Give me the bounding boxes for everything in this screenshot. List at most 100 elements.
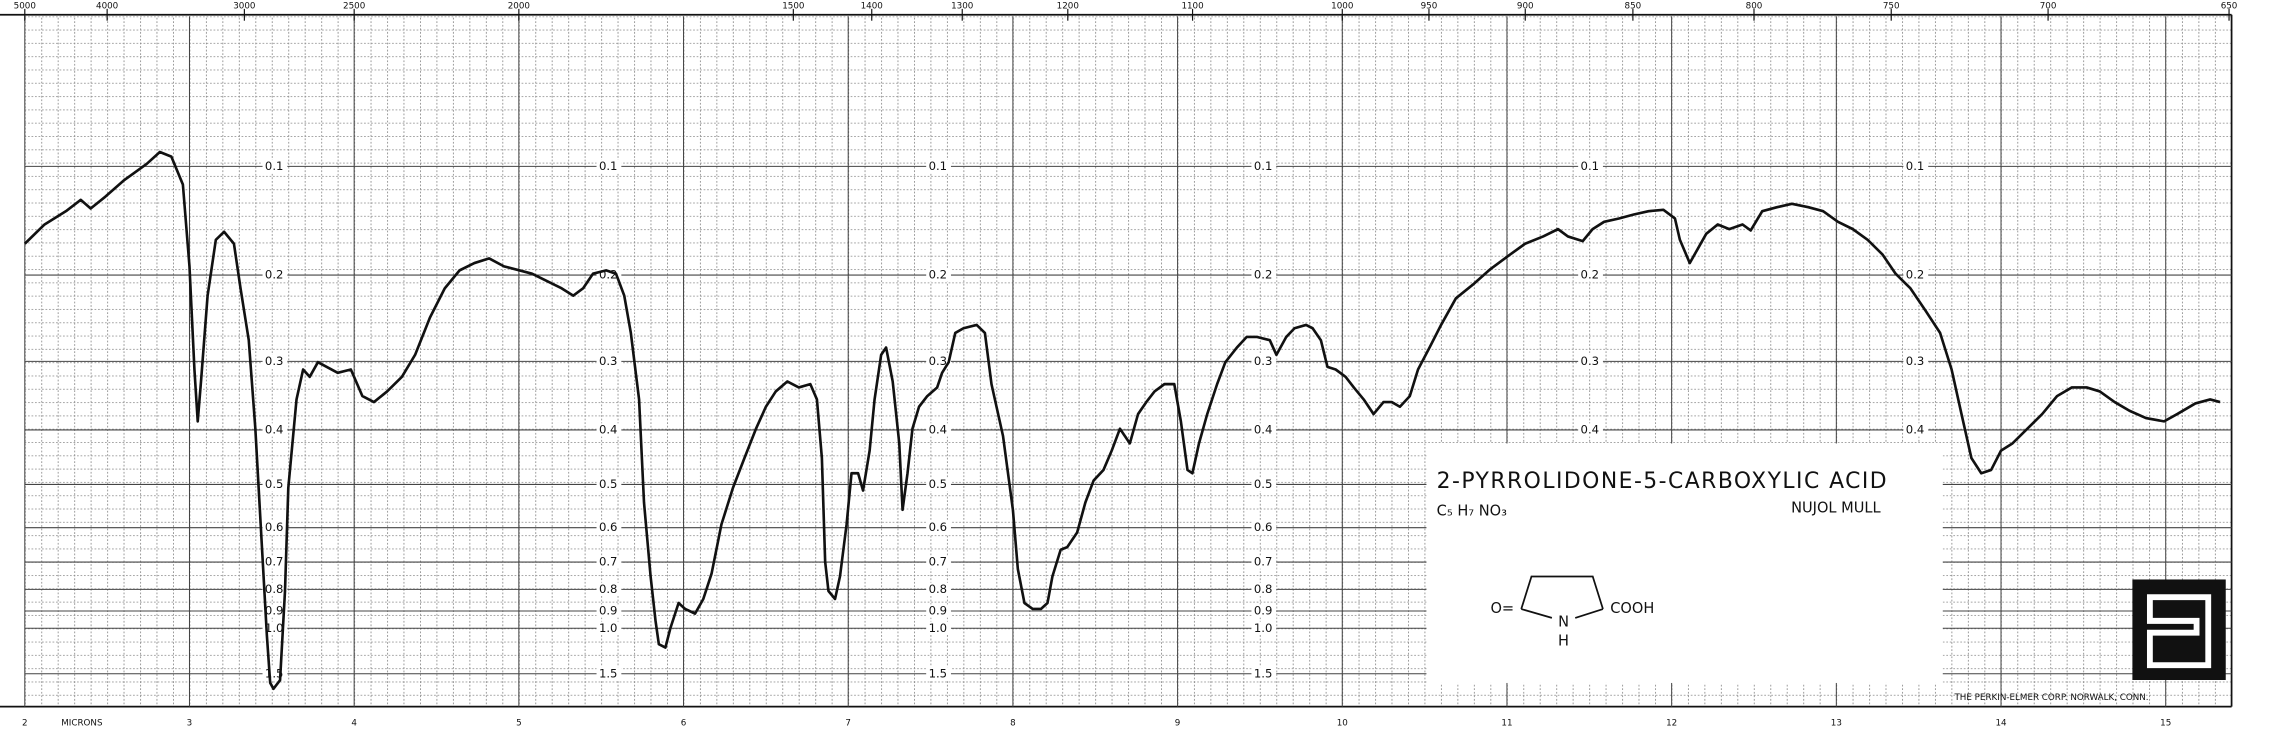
y2-tick-label: 0.8 [929,582,948,596]
y2-label-bg [262,521,288,535]
y2-tick-label: 0.1 [929,159,948,173]
y2-label-bg [262,555,288,569]
y2-tick-label: 1.0 [929,621,948,635]
x2-tick-label: 5000 [14,1,37,11]
y2-label-bg [262,159,288,174]
y2-tick-label: 0.4 [599,422,618,436]
y2-tick-label: 0.7 [1254,555,1273,569]
structure-hydrogen: H [1558,633,1569,650]
y2-tick-label: 0.5 [929,477,948,491]
y2-label-bg [926,268,951,282]
x2-tick-label: 850 [1625,1,1642,11]
y2-label-bg [926,354,951,369]
x2-tick-label: 900 [1517,1,1534,11]
y2-tick-label: 1.5 [1254,666,1273,680]
x-tick-label: 5 [516,718,522,728]
y2-tick-label: 0.3 [1906,354,1925,368]
y2-label-bg [596,354,622,369]
y2-label-bg [1578,423,1603,437]
x2-tick-label: 750 [1883,1,1900,11]
x2-tick-label: 1300 [951,1,974,11]
y2-tick-label: 0.2 [1581,268,1600,282]
y2-tick-label: 0.7 [599,555,618,569]
y2-tick-label: 1.0 [1254,621,1273,635]
y2-label-bg [926,423,951,437]
x-tick-label: 12 [1666,718,1677,728]
y2-tick-label: 0.9 [599,603,618,617]
y2-tick-label: 0.9 [265,603,284,617]
y2-label-bg [1251,159,1277,174]
y2-label-bg [1251,521,1277,535]
x2-tick-label: 1000 [1331,1,1354,11]
x-tick-label: 11 [1501,718,1512,728]
y2-label-bg [1903,354,1929,369]
y2-tick-label: 0.3 [1254,354,1273,368]
y2-label-bg [1251,423,1277,437]
y2-label-bg [596,604,622,618]
y2-label-bg [1578,159,1603,174]
x-tick-label: 4 [351,718,357,728]
y2-label-bg [596,477,622,492]
y2-label-bg [926,667,951,681]
y2-label-bg [262,477,288,492]
x-tick-label: 6 [681,718,687,728]
x2-tick-label: 1100 [1181,1,1204,11]
x-tick-label: 13 [1831,718,1842,728]
x2-tick-label: 2000 [508,1,531,11]
x-tick-label: 10 [1337,718,1349,728]
y2-tick-label: 1.5 [599,666,618,680]
logo [2132,579,2226,680]
x-tick-label: 2 [22,718,28,728]
x2-tick-label: 700 [2040,1,2057,11]
y2-tick-label: 1.0 [599,621,618,635]
y2-label-bg [596,667,622,681]
spectrum-line [23,150,2221,691]
x-tick-label: 14 [1995,718,2007,728]
y2-label-bg [596,621,622,635]
y2-tick-label: 0.8 [265,582,284,596]
y2-tick-label: 0.5 [265,477,284,491]
label-box-bg [1426,443,1943,683]
x2-tick-label: 1200 [1057,1,1080,11]
y2-label-bg [926,582,951,597]
y2-tick-label: 0.1 [1254,159,1273,173]
y2-label-bg [1903,423,1929,437]
y2-tick-label: 0.3 [1581,354,1600,368]
y2-label-bg [1251,604,1277,618]
x2-tick-label: 800 [1746,1,1763,11]
y2-label-bg [1903,159,1929,174]
y2-label-bg [262,604,288,618]
credit: THE PERKIN-ELMER CORP. NORWALK, CONN. [1953,693,2148,703]
y2-label-bg [926,521,951,535]
y2-tick-label: 0.8 [599,582,618,596]
y2-label-bg [1251,555,1277,569]
y2-label-bg [1251,354,1277,369]
x2-tick-label: 4000 [96,1,119,11]
y2-label-bg [596,521,622,535]
y2-tick-label: 0.9 [1254,603,1273,617]
y2-tick-label: 0.3 [265,354,284,368]
y2-label-bg [262,621,288,635]
y2-label-bg [1578,354,1603,369]
y2-tick-label: 0.6 [929,520,948,534]
y2-tick-label: 0.2 [929,268,948,282]
y2-tick-label: 1.5 [929,666,948,680]
y2-label-bg [1251,667,1277,681]
y2-label-bg [926,621,951,635]
y2-tick-label: 1.0 [265,621,284,635]
x2-tick-label: 650 [2221,1,2238,11]
y2-label-bg [262,582,288,597]
medium: NUJOL MULL [1791,499,1881,516]
logo-mark [2146,594,2212,669]
y2-tick-label: 0.5 [599,477,618,491]
x-tick-label: 15 [2160,718,2171,728]
x2-tick-label: 1500 [782,1,805,11]
y2-tick-label: 0.4 [1254,422,1273,436]
y2-tick-label: 0.2 [265,268,284,282]
structure-ring [1520,575,1604,619]
y2-label-bg [596,555,622,569]
chart-layer: 2 3 4 5 6 7 8 9 10 11 12 13 14 15 5000 4000 3000 2500 2000… [14,1,2238,728]
y2-label-bg [596,159,622,174]
x-tick-label: 3 [187,718,193,728]
